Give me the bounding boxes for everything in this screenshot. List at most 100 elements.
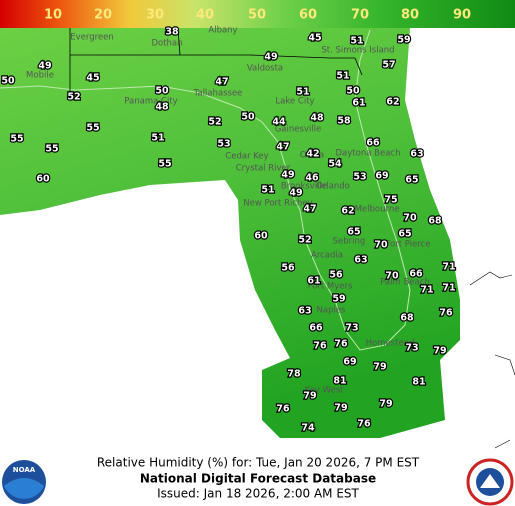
humidity-value: 49	[289, 188, 302, 199]
humidity-value: 55	[45, 144, 58, 155]
humidity-value: 46	[305, 173, 319, 184]
humidity-value: 71	[442, 262, 455, 273]
humidity-value: 51	[350, 36, 363, 47]
humidity-value: 76	[357, 419, 371, 430]
place-name: Key West	[304, 386, 344, 396]
humidity-value: 66	[409, 269, 423, 280]
place-name: New Port Richey	[243, 199, 312, 209]
legend-label: 20	[94, 8, 112, 23]
humidity-value: 52	[208, 117, 221, 128]
humidity-value: 79	[334, 403, 347, 414]
coastline	[0, 29, 411, 351]
humidity-value: 81	[333, 376, 346, 387]
humidity-value: 65	[398, 229, 411, 240]
place-name: Lake City	[275, 97, 314, 107]
place-name: Cedar Key	[225, 152, 268, 162]
humidity-value: 63	[298, 306, 311, 317]
noaa-logo: NOAA	[2, 460, 46, 504]
humidity-value: 38	[165, 27, 179, 38]
humidity-value: 53	[353, 172, 366, 183]
legend-label: 80	[401, 8, 419, 23]
footer-source: National Digital Forecast Database	[140, 472, 376, 486]
humidity-value: 48	[310, 113, 324, 124]
humidity-value: 65	[405, 175, 418, 186]
legend-label: 50	[248, 8, 266, 23]
humidity-value: 50	[1, 76, 15, 87]
place-name: Crystal River	[236, 164, 291, 174]
place-name: Sebring	[333, 237, 366, 247]
humidity-value: 73	[405, 343, 418, 354]
state-border	[69, 27, 363, 100]
place-name: Palm Beach	[380, 278, 430, 288]
humidity-value: 59	[332, 294, 345, 305]
humidity-value: 70	[374, 240, 388, 251]
humidity-value: 51	[336, 71, 349, 82]
humidity-value: 66	[366, 138, 380, 149]
humidity-value: 55	[10, 134, 23, 145]
humidity-value: 74	[301, 423, 315, 434]
humidity-value: 55	[86, 123, 99, 134]
nws-logo	[466, 458, 514, 506]
humidity-value: 66	[309, 323, 323, 334]
place-name: Fort Myers	[308, 282, 353, 292]
place-name: Fort Pierce	[385, 240, 430, 250]
humidity-value: 48	[155, 102, 169, 113]
place-name: St. Simons Island	[321, 46, 394, 56]
humidity-value: 69	[375, 171, 388, 182]
humidity-value: 63	[354, 255, 367, 266]
svg-text:NOAA: NOAA	[13, 466, 36, 474]
humidity-value: 79	[373, 362, 386, 373]
humidity-value: 52	[298, 235, 311, 246]
place-name: Evergreen	[70, 33, 114, 43]
humidity-value: 79	[433, 346, 446, 357]
humidity-value: 81	[412, 377, 425, 388]
humidity-value: 69	[343, 357, 356, 368]
humidity-value: 75	[384, 195, 397, 206]
humidity-value: 63	[410, 149, 423, 160]
place-name: Ocala	[300, 151, 324, 161]
place-name: Daytona Beach	[336, 149, 401, 159]
place-name: Dothan	[151, 39, 182, 49]
humidity-value: 79	[379, 399, 392, 410]
legend-label: 90	[453, 8, 471, 23]
place-name: Melbourne	[355, 205, 400, 215]
humidity-value: 57	[382, 60, 395, 71]
bahamas-outline	[469, 271, 515, 449]
humidity-value: 60	[254, 231, 268, 242]
humidity-value: 49	[38, 61, 51, 72]
humidity-value: 50	[241, 112, 255, 123]
humidity-value: 55	[158, 159, 171, 170]
humidity-value: 68	[400, 313, 414, 324]
humidity-value: 45	[86, 73, 99, 84]
humidity-value: 50	[346, 86, 360, 97]
humidity-value: 54	[328, 159, 342, 170]
humidity-value: 78	[287, 369, 301, 380]
humidity-value: 79	[303, 391, 316, 402]
humidity-value: 65	[347, 227, 360, 238]
humidity-value: 58	[337, 116, 351, 127]
humidity-value: 70	[385, 271, 399, 282]
place-name: Brooksville	[281, 182, 327, 192]
humidity-value: 73	[345, 323, 358, 334]
humidity-value: 42	[306, 149, 319, 160]
humidity-value: 71	[442, 283, 455, 294]
legend-label: 40	[196, 8, 214, 23]
humidity-value: 49	[264, 52, 277, 63]
humidity-value: 53	[217, 139, 230, 150]
humidity-value: 70	[403, 213, 417, 224]
place-name: Mobile	[26, 71, 54, 81]
humidity-value: 76	[313, 341, 327, 352]
humidity-value: 47	[276, 142, 289, 153]
humidity-value: 76	[276, 404, 290, 415]
humidity-value: 44	[272, 117, 286, 128]
humidity-value: 50	[155, 86, 169, 97]
color-bar	[0, 0, 515, 28]
place-name: Panama City	[124, 97, 177, 107]
place-name: Naples	[317, 306, 347, 316]
humidity-value: 76	[334, 339, 348, 350]
legend-label: 10	[44, 8, 62, 23]
humidity-value: 51	[296, 87, 309, 98]
humidity-value: 61	[307, 276, 320, 287]
place-name: Valdosta	[247, 64, 283, 74]
